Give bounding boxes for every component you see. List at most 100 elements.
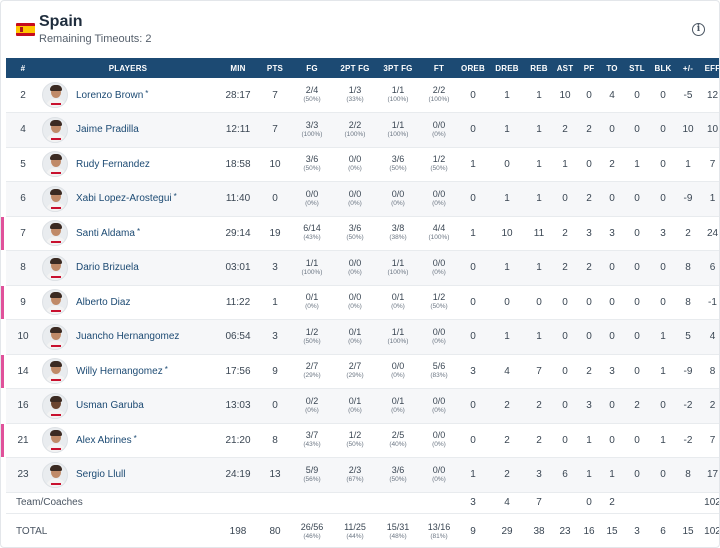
player-name-link[interactable]: Usman Garuba <box>76 400 144 412</box>
three-point-fg-made-attempted: 0/0 <box>391 361 405 372</box>
col-reb-header[interactable]: REB <box>530 63 548 73</box>
col-3pt-fg-header[interactable]: 3PT FG <box>383 63 413 73</box>
stat-pm: 8 <box>685 469 691 481</box>
stat-pm: 1 <box>685 158 691 170</box>
starter-marker: * <box>173 192 177 202</box>
boxscore-table: # PLAYERS MIN PTS FG 2PT FG 3PT FG FT OREB DREB RE… <box>1 58 720 547</box>
two-point-fg-made-attempted: 0/0 <box>348 292 362 303</box>
stat-to: 0 <box>609 434 615 446</box>
col-to-header[interactable]: TO <box>606 63 618 73</box>
stat-oreb: 0 <box>470 124 476 136</box>
field-goals-made-attempted: 3/7 <box>305 430 319 441</box>
three-point-fg: 3/8 (38%) <box>376 216 420 251</box>
col-ast-header[interactable]: AST <box>556 63 574 73</box>
points: 7 <box>272 89 278 101</box>
free-throws-percentage: (0%) <box>432 199 446 207</box>
coaches-blk <box>650 492 676 513</box>
info-icon[interactable]: i <box>692 23 705 36</box>
three-point-fg-made-attempted: 1/1 <box>391 257 405 268</box>
player-avatar[interactable] <box>42 254 68 281</box>
player-name-link[interactable]: Juancho Hernangomez <box>76 331 180 343</box>
col-ft-header[interactable]: FT <box>433 63 445 73</box>
field-goals: 6/14 (43%) <box>290 216 334 251</box>
player-avatar[interactable] <box>42 358 68 385</box>
col-stl-header[interactable]: STL <box>629 63 645 73</box>
total-pf: 16 <box>583 526 595 538</box>
player-name-link[interactable]: Alberto Diaz <box>76 296 131 308</box>
player-name-link[interactable]: Xabi Lopez-Arostegui <box>76 193 172 205</box>
three-point-fg: 2/5 (40%) <box>376 423 420 458</box>
team-coaches-row: Team/Coaches 3 4 7 0 2 102 <box>6 492 720 513</box>
col-blk-header[interactable]: BLK <box>654 63 672 73</box>
spain-flag-icon <box>16 23 35 36</box>
col-fg-header[interactable]: FG <box>306 63 318 73</box>
stat-reb: 2 <box>536 400 542 412</box>
two-point-fg: 0/1 (0%) <box>334 389 376 424</box>
two-point-fg-percentage: (33%) <box>346 96 364 103</box>
col-number-header[interactable]: # <box>20 63 26 73</box>
field-goals-made-attempted: 2/7 <box>305 361 319 372</box>
coaches-ast <box>552 492 578 513</box>
stat-blk: 1 <box>660 365 666 377</box>
minutes: 21:20 <box>225 434 251 446</box>
col-plus-minus-header[interactable]: +/- <box>682 63 694 73</box>
col-2pt-fg-header[interactable]: 2PT FG <box>340 63 370 73</box>
stat-pm: -2 <box>683 434 693 446</box>
player-avatar[interactable] <box>42 82 68 108</box>
stat-blk: 1 <box>660 434 666 446</box>
stat-pf: 2 <box>586 262 592 274</box>
col-pts-header[interactable]: PTS <box>266 63 284 73</box>
field-goals: 0/2 (0%) <box>290 389 334 424</box>
player-name-link[interactable]: Rudy Fernandez <box>76 158 150 170</box>
player-avatar[interactable] <box>42 392 68 419</box>
coaches-oreb: 3 <box>470 497 476 508</box>
player-avatar[interactable] <box>42 185 68 212</box>
player-name-link[interactable]: Dario Brizuela <box>76 262 139 274</box>
player-avatar[interactable] <box>42 427 68 454</box>
col-pf-header[interactable]: PF <box>583 63 595 73</box>
player-name-link[interactable]: Sergio Llull <box>76 469 126 481</box>
player-name-link[interactable]: Jaime Pradilla <box>76 124 139 136</box>
field-goals-percentage: (29%) <box>303 372 321 380</box>
player-name-link[interactable]: Alex Abrines <box>76 434 132 446</box>
two-point-fg-percentage: (0%) <box>348 165 362 173</box>
free-throws-made-attempted: 2/2 <box>432 85 446 95</box>
stat-pf: 0 <box>586 89 592 101</box>
free-throws-made-attempted: 0/0 <box>432 119 446 130</box>
coaches-eff: 102 <box>704 497 720 508</box>
field-goals: 0/0 (0%) <box>290 182 334 217</box>
three-point-fg: 0/1 (0%) <box>376 389 420 424</box>
stat-reb: 1 <box>536 89 542 101</box>
player-name-link[interactable]: Santi Aldama <box>76 227 135 239</box>
col-dreb-header[interactable]: DREB <box>495 63 519 73</box>
col-eff-header[interactable]: EFF <box>704 63 720 73</box>
stat-dreb: 0 <box>504 158 510 170</box>
stat-reb: 1 <box>536 262 542 274</box>
player-number: 4 <box>20 124 26 136</box>
starter-marker: * <box>133 433 137 443</box>
player-avatar[interactable] <box>42 323 68 350</box>
player-name-link[interactable]: Lorenzo Brown <box>76 89 144 101</box>
two-point-fg: 0/0 (0%) <box>334 147 376 182</box>
three-point-fg-percentage: (0%) <box>391 199 405 207</box>
minutes: 29:14 <box>225 227 251 239</box>
free-throws-percentage: (83%) <box>430 372 448 380</box>
player-avatar[interactable] <box>42 461 68 488</box>
col-min-header[interactable]: MIN <box>230 63 246 73</box>
col-players-header[interactable]: PLAYERS <box>108 63 148 73</box>
player-avatar[interactable] <box>42 116 68 143</box>
total-two-point-fg-made-attempted: 11/25 <box>344 521 366 532</box>
stat-blk: 1 <box>660 331 666 343</box>
stat-pm: 5 <box>685 331 691 343</box>
col-oreb-header[interactable]: OREB <box>461 63 485 73</box>
player-name-link[interactable]: Willy Hernangomez <box>76 365 163 377</box>
player-avatar[interactable] <box>42 151 68 178</box>
player-avatar[interactable] <box>42 289 68 316</box>
player-avatar[interactable] <box>42 220 68 247</box>
free-throws-made-attempted: 0/0 <box>432 464 446 475</box>
stat-eff: 2 <box>709 400 716 412</box>
two-point-fg-made-attempted: 0/0 <box>348 154 362 165</box>
two-point-fg-made-attempted: 2/7 <box>348 361 362 372</box>
stat-oreb: 0 <box>470 434 476 446</box>
free-throws: 5/6 (83%) <box>420 354 458 389</box>
